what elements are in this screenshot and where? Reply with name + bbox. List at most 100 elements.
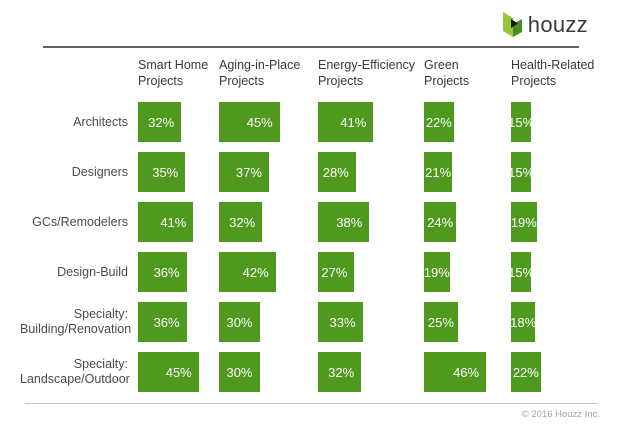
bar-cell: 37% <box>219 152 318 192</box>
houzz-logo-text: houzz <box>527 12 588 37</box>
bar-cell: 28% <box>318 152 424 192</box>
row-label-line: Landscape/Outdoor <box>20 372 130 386</box>
bar-cell: 45% <box>219 102 318 142</box>
bar-cell: 22% <box>424 102 511 142</box>
chart-body: Architects 32% 45% 41% 22% 15% Designers 35% 37%… <box>0 97 640 397</box>
bar: 32% <box>138 102 182 142</box>
bar-cell: 19% <box>511 202 603 242</box>
bar-cell: 30% <box>219 352 318 392</box>
row-label: GCs/Remodelers <box>20 215 138 230</box>
bar: 15% <box>508 102 534 142</box>
chart-row: Design-Build 36% 42% 27% 19% 15% <box>20 247 640 297</box>
bar-cell: 27% <box>318 252 424 292</box>
bar-value-label: 24% <box>427 214 454 230</box>
column-header: Smart Home Projects <box>138 57 219 89</box>
bar-cell: 46% <box>424 352 511 392</box>
bar: 38% <box>318 202 370 242</box>
bar: 32% <box>219 202 263 242</box>
column-header-line: Smart Home <box>138 58 209 72</box>
bar: 30% <box>219 302 260 342</box>
chart-row: GCs/Remodelers 41% 32% 38% 24% 19% <box>20 197 640 247</box>
chart-row: Specialty: Building/Renovation 36% 30% 33% 25… <box>20 297 640 347</box>
column-header-line: Projects <box>424 74 470 88</box>
chart-row: Designers 35% 37% 28% 21% 15% <box>20 147 640 197</box>
bar: 21% <box>424 152 453 192</box>
bar: 36% <box>138 252 187 292</box>
bar-cell: 35% <box>138 152 219 192</box>
bar-value-label: 22% <box>425 114 452 130</box>
bar: 33% <box>318 302 363 342</box>
bar-value-label: 30% <box>226 364 253 380</box>
column-header-line: Green <box>424 58 459 72</box>
bar: 19% <box>424 252 450 292</box>
bar-value-label: 37% <box>235 164 262 180</box>
bar: 32% <box>318 352 362 392</box>
bar-cell: 18% <box>510 302 603 342</box>
bar-cell: 15% <box>508 152 603 192</box>
bar-cell: 32% <box>138 102 219 142</box>
row-label-line: GCs/Remodelers <box>32 214 128 229</box>
bar: 41% <box>318 102 374 142</box>
copyright-notice: © 2016 Houzz Inc. <box>521 409 600 420</box>
bar-value-label: 45% <box>165 364 192 380</box>
bar-value-label: 33% <box>329 314 356 330</box>
row-label: Specialty: Landscape/Outdoor <box>20 357 138 387</box>
column-header: Health-Related Projects <box>511 57 603 89</box>
bar: 27% <box>318 252 355 292</box>
bar: 46% <box>424 352 487 392</box>
bar-value-label: 41% <box>340 114 367 130</box>
bar: 22% <box>511 352 541 392</box>
bar-value-label: 25% <box>427 314 454 330</box>
bar: 19% <box>511 202 537 242</box>
bar-value-label: 19% <box>423 264 450 280</box>
row-label-line: Building/Renovation <box>20 322 132 336</box>
bar: 37% <box>219 152 269 192</box>
page-header: houzz <box>0 0 640 46</box>
row-label: Designers <box>20 165 138 180</box>
bar-value-label: 41% <box>160 214 187 230</box>
column-header-line: Projects <box>318 74 364 88</box>
bar: 28% <box>318 152 356 192</box>
column-header-line: Projects <box>511 74 557 88</box>
bar-cell: 15% <box>508 252 603 292</box>
bar-cell: 36% <box>138 302 219 342</box>
bar: 42% <box>219 252 276 292</box>
bar: 25% <box>424 302 458 342</box>
bar: 24% <box>424 202 457 242</box>
bottom-divider <box>25 403 598 404</box>
row-label-line: Designers <box>71 164 128 179</box>
bar-cell: 36% <box>138 252 219 292</box>
chart-row: Specialty: Landscape/Outdoor 45% 30% 32% 46% 2… <box>20 347 640 397</box>
bar-value-label: 19% <box>510 214 537 230</box>
bar-cell: 30% <box>219 302 318 342</box>
row-label-line: Specialty: <box>73 307 128 321</box>
column-header-line: Aging-in-Place <box>219 58 301 72</box>
column-header-line: Health-Related <box>511 58 595 72</box>
bar: 22% <box>424 102 454 142</box>
bar: 30% <box>219 352 260 392</box>
row-label: Design-Build <box>20 265 138 280</box>
bar-value-label: 18% <box>510 314 537 330</box>
bar-cell: 32% <box>318 352 424 392</box>
bar-cell: 32% <box>219 202 318 242</box>
bar-value-label: 30% <box>226 314 253 330</box>
bar-value-label: 35% <box>152 164 179 180</box>
row-label-line: Specialty: <box>73 357 128 371</box>
bar-value-label: 22% <box>512 364 539 380</box>
bar-cell: 33% <box>318 302 424 342</box>
column-header-line: Projects <box>219 74 265 88</box>
column-header: Energy-Efficiency Projects <box>318 57 424 89</box>
bar-value-label: 21% <box>425 164 452 180</box>
bar-cell: 41% <box>138 202 219 242</box>
bar: 35% <box>138 152 186 192</box>
bar-cell: 42% <box>219 252 318 292</box>
bar-cell: 22% <box>511 352 603 392</box>
row-label-line: Design-Build <box>57 264 128 279</box>
bar: 41% <box>138 202 194 242</box>
bar-value-label: 32% <box>148 114 175 130</box>
bar-value-label: 42% <box>242 264 269 280</box>
column-headers-row: Smart Home Projects Aging-in-Place Projects… <box>20 57 640 89</box>
bar: 18% <box>510 302 537 342</box>
bar-value-label: 32% <box>229 214 256 230</box>
